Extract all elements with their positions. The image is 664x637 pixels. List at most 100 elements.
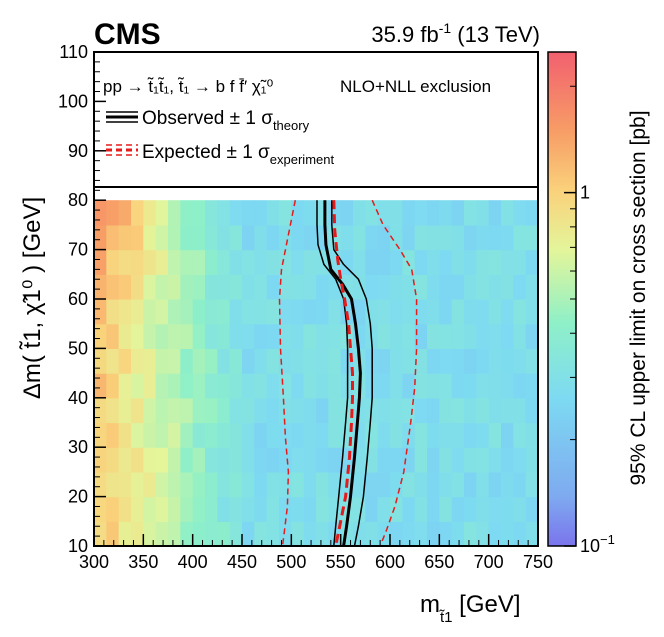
heatmap-cell xyxy=(254,447,268,473)
heatmap-cell xyxy=(476,496,490,522)
cms-label: CMS xyxy=(94,18,161,51)
heatmap-cell xyxy=(217,323,231,349)
heatmap-cell xyxy=(291,200,305,226)
heatmap-cell xyxy=(476,274,490,300)
heatmap-cell xyxy=(94,323,107,349)
heatmap-cell xyxy=(205,323,218,349)
heatmap-cell xyxy=(155,471,169,498)
heatmap-cell xyxy=(94,200,107,226)
heatmap-cell xyxy=(390,471,403,498)
heatmap-cell xyxy=(266,373,280,399)
heatmap-cell xyxy=(328,422,342,448)
heatmap-cell xyxy=(488,373,502,399)
heatmap-cell xyxy=(303,323,317,349)
y-tick-label: 100 xyxy=(58,91,88,111)
heatmap-cell xyxy=(402,471,416,498)
heatmap-cell xyxy=(414,299,428,325)
heatmap-cell xyxy=(254,397,268,424)
heatmap-cell xyxy=(439,471,453,498)
heatmap-cell xyxy=(118,323,132,349)
heatmap-cell xyxy=(205,299,218,325)
heatmap-cell xyxy=(168,323,181,349)
heatmap-cell xyxy=(118,471,132,498)
heatmap-cell xyxy=(427,224,440,251)
heatmap-cell xyxy=(131,447,144,473)
heatmap-cell xyxy=(266,496,280,522)
heatmap-cell xyxy=(427,249,440,275)
heatmap-cell xyxy=(131,521,144,546)
heatmap-cell xyxy=(476,348,490,374)
heatmap-cell xyxy=(242,299,255,325)
heatmap-cell xyxy=(464,200,477,226)
heatmap-cell xyxy=(476,373,490,399)
heatmap-cell xyxy=(192,299,206,325)
exclusion-contours xyxy=(278,199,418,546)
heatmap-cell xyxy=(94,422,107,448)
heatmap-cell xyxy=(106,397,120,424)
x-tick-label: 400 xyxy=(178,552,208,572)
heatmap-cell xyxy=(377,274,391,300)
heatmap-cell xyxy=(488,397,502,424)
heatmap-cell xyxy=(180,422,194,448)
heatmap-cell xyxy=(303,274,317,300)
heatmap-cell xyxy=(266,224,280,251)
heatmap-cell xyxy=(279,323,292,349)
heatmap-cell xyxy=(266,521,280,546)
heatmap-cell xyxy=(303,496,317,522)
heatmap-cell xyxy=(205,348,218,374)
heatmap-cell xyxy=(377,323,391,349)
heatmap-cell xyxy=(365,224,379,251)
heatmap-cell xyxy=(390,447,403,473)
heatmap-cell xyxy=(316,323,329,349)
heatmap-cell xyxy=(476,471,490,498)
heatmap-cell xyxy=(303,373,317,399)
heatmap-cell xyxy=(451,323,465,349)
y-axis-ticks: 10 20 30 40 50 60 70 80 90 100 110 xyxy=(58,42,106,556)
heatmap-cell xyxy=(439,397,453,424)
y-tick-label: 80 xyxy=(68,190,88,210)
heatmap-cell xyxy=(377,496,391,522)
heatmap-cell xyxy=(414,373,428,399)
heatmap-cell xyxy=(205,397,218,424)
heatmap-cell xyxy=(464,422,477,448)
heatmap-cell xyxy=(94,447,107,473)
heatmap-cell xyxy=(365,496,379,522)
heatmap-cell xyxy=(390,496,403,522)
heatmap-cell xyxy=(229,348,243,374)
heatmap-cell xyxy=(155,274,169,300)
heatmap-cell xyxy=(513,274,527,300)
x-tick-label: 700 xyxy=(474,552,504,572)
heatmap-cell xyxy=(377,471,391,498)
heatmap-cell xyxy=(291,249,305,275)
heatmap-cell xyxy=(451,249,465,275)
heatmap-cell xyxy=(242,323,255,349)
heatmap-cell xyxy=(205,274,218,300)
heatmap-cell xyxy=(427,323,440,349)
heatmap-cell xyxy=(414,274,428,300)
heatmap-cell xyxy=(143,521,157,546)
heatmap-cell xyxy=(180,299,194,325)
heatmap-cell xyxy=(451,447,465,473)
heatmap-cell xyxy=(439,447,453,473)
heatmap-cell xyxy=(131,224,144,251)
heatmap-cell xyxy=(316,249,329,275)
heatmap-cell xyxy=(439,422,453,448)
heatmap-cell xyxy=(464,397,477,424)
heatmap-cell xyxy=(291,397,305,424)
heatmap-cell xyxy=(266,200,280,226)
heatmap-cell xyxy=(328,447,342,473)
heatmap-cell xyxy=(464,447,477,473)
heatmap-cell xyxy=(377,521,391,546)
heatmap-cell xyxy=(131,471,144,498)
heatmap-cell xyxy=(513,323,527,349)
heatmap-cell xyxy=(377,348,391,374)
heatmap-cell xyxy=(106,274,120,300)
luminosity-main: 35.9 fb xyxy=(371,22,438,47)
heatmap-cell xyxy=(94,299,107,325)
heatmap-cell xyxy=(118,249,132,275)
heatmap-cell xyxy=(513,224,527,251)
heatmap-cell xyxy=(377,447,391,473)
contour-observed-1-sigma-theory xyxy=(316,200,349,546)
heatmap-cell xyxy=(316,422,329,448)
heatmap-cell xyxy=(291,521,305,546)
